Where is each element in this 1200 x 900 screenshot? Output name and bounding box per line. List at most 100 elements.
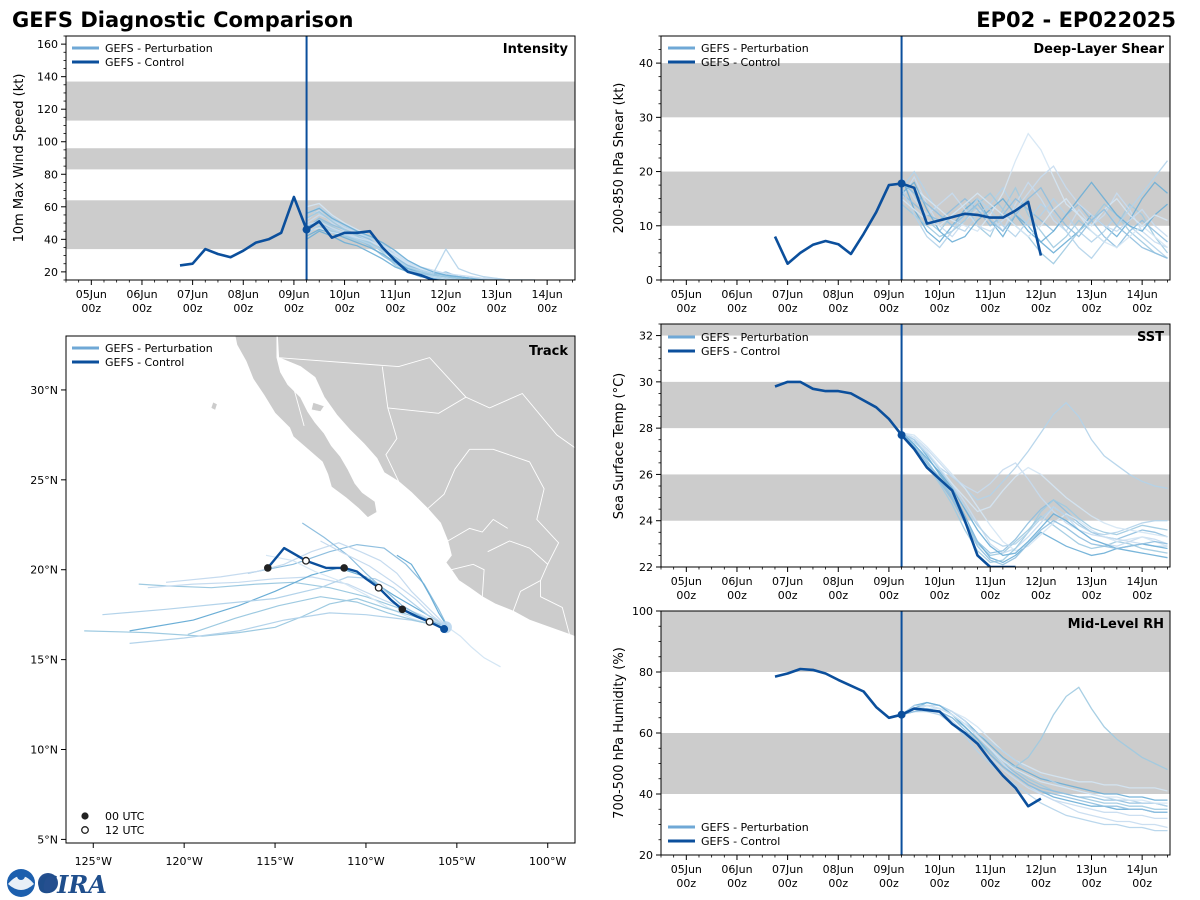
track-perturbation-line [147,576,449,628]
intensity-xtick-label: 08Jun [228,288,259,301]
sst-perturbation-line [901,432,1168,538]
track-lon-label: 110°W [347,855,384,868]
legend-box [68,339,228,371]
intensity-threshold-band [66,81,575,121]
track-00utc-marker [398,605,407,614]
shear-panel-title: Deep-Layer Shear [1033,42,1164,57]
intensity-xtick-label: 00z [183,302,203,315]
rh-xtick-label: 12Jun [1025,863,1056,876]
legend-perturbation-label: GEFS - Perturbation [105,42,213,55]
track-12utc-marker [425,617,434,626]
legend-perturbation-label: GEFS - Perturbation [701,42,809,55]
legend-control-label: GEFS - Control [701,835,780,848]
intensity-xtick-label: 00z [537,302,557,315]
intensity-ytick-label: 80 [44,168,58,181]
track-legend: GEFS - Perturbation GEFS - Control [68,339,228,371]
panel-shear: 01020304005Jun00z06Jun00z07Jun00z08Jun00… [612,35,1171,315]
sst-xtick-label: 10Jun [924,575,955,588]
intensity-init-marker [302,225,311,234]
sst-threshold-band [661,381,1170,429]
shear-ytick-label: 10 [639,220,653,233]
rh-xtick-label: 00z [980,877,1000,890]
rh-xtick-label: 00z [676,877,696,890]
sst-xtick-label: 00z [879,589,899,602]
rh-control-line [774,667,1042,808]
sst-xtick-label: 13Jun [1076,575,1107,588]
track-00utc-marker [263,564,272,572]
track-perturbation-line [129,567,449,632]
intensity-ylabel: 10m Max Wind Speed (kt) [12,74,27,243]
sst-xtick-label: 11Jun [975,575,1006,588]
shear-threshold-band [661,63,1170,118]
rh-xtick-label: 07Jun [772,863,803,876]
shear-xtick-label: 00z [980,302,1000,315]
shear-perturbation-line [901,192,1168,265]
rh-xtick-label: 11Jun [975,863,1006,876]
intensity-xtick-label: 09Jun [278,288,309,301]
sst-ytick-label: 30 [639,376,653,389]
legend-00utc-label: 00 UTC [105,810,145,823]
sst-perturbation-line [901,432,1168,564]
track-panel-title: Track [529,344,568,359]
noaa-logo-wave [8,876,34,890]
rh-init-marker [897,710,906,719]
intensity-control-line [179,195,444,280]
legend-control-label: GEFS - Control [701,56,780,69]
rh-xtick-label: 00z [930,877,950,890]
shear-perturbation-line [901,160,1169,260]
shear-control-line [773,182,1043,266]
sst-xtick-label: 00z [1031,589,1051,602]
state-border [278,357,305,427]
rh-xtick-label: 00z [1132,877,1152,890]
shear-xtick-label: 00z [778,302,798,315]
shear-ytick-label: 30 [639,111,653,124]
sst-perturbation-line [901,432,1168,564]
track-lon-label: 125°W [75,855,112,868]
sst-xtick-label: 00z [1082,589,1102,602]
track-perturbation-line [187,596,448,635]
shear-perturbation-line [901,181,1168,243]
track-perturbation-line [301,522,449,628]
intensity-xtick-label: 07Jun [177,288,208,301]
rh-ytick-label: 100 [632,605,653,618]
intensity-ytick-label: 60 [44,201,58,214]
sst-xtick-label: 00z [778,589,798,602]
intensity-legend: GEFS - Perturbation GEFS - Control [72,42,213,69]
intensity-perturbation-line [306,206,477,280]
intensity-xtick-label: 06Jun [126,288,157,301]
shear-xtick-label: 11Jun [975,288,1006,301]
panel-sst: 22242628303205Jun00z06Jun00z07Jun00z08Ju… [612,323,1171,602]
sst-xtick-label: 00z [1132,589,1152,602]
intensity-perturbation-line [306,210,502,280]
sst-ytick-label: 22 [639,561,653,574]
state-border [381,366,400,482]
rh-ytick-label: 80 [639,666,653,679]
track-perturbation-line [129,612,448,644]
legend-control-label: GEFS - Control [105,356,184,369]
sst-threshold-band [661,474,1170,521]
island [311,402,325,412]
track-perturbation-line [165,542,449,628]
shear-xtick-label: 10Jun [924,288,955,301]
storm-id: EP02 - EP022025 [976,8,1176,32]
shear-perturbation-line [901,165,1168,238]
shear-plot-area [661,36,1170,280]
sst-perturbation-line [901,432,1168,566]
noaa-cira-logo: CIRA [7,869,107,899]
state-border [469,448,560,565]
sst-control-line [774,380,1016,567]
sst-xtick-label: 00z [930,589,950,602]
shear-ytick-label: 20 [639,166,653,179]
state-border [451,563,485,597]
rh-perturbation-line [901,704,1168,804]
rh-threshold-band [661,733,1170,794]
intensity-ytick-label: 40 [44,233,58,246]
track-12utc-marker [374,583,383,592]
sst-perturbation-line [901,432,1168,547]
intensity-ytick-label: 160 [37,38,58,51]
sst-xtick-label: 08Jun [823,575,854,588]
intensity-xtick-label: 00z [436,302,456,315]
rh-xtick-label: 00z [879,877,899,890]
track-map-area [66,336,575,843]
